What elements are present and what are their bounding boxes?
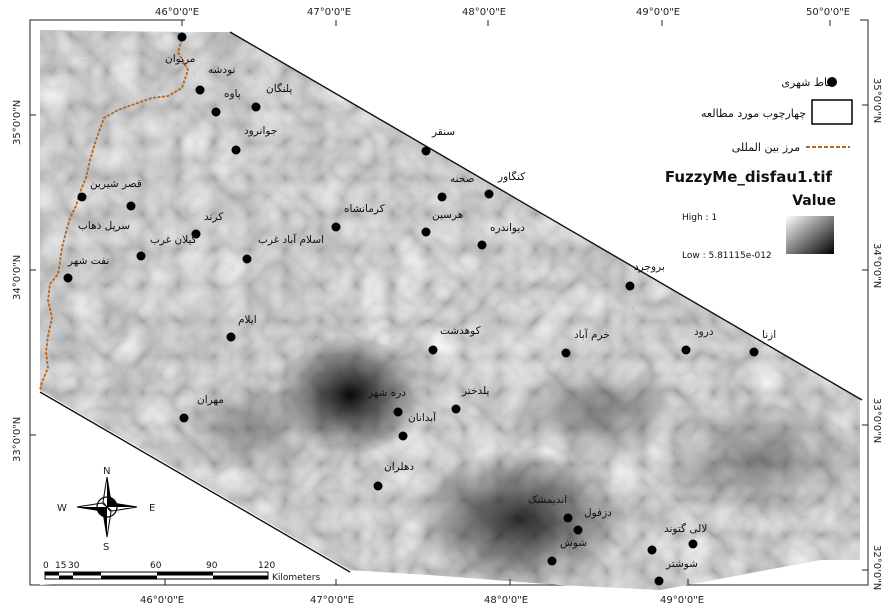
city-label-dorud: درود: [694, 326, 714, 338]
city-label-naft-shahr: نفت شهر: [67, 255, 109, 267]
city-label-azna: ازنا: [762, 329, 776, 341]
city-label-palangan: پلنگان: [266, 82, 292, 95]
city-label-ilam: ایلام: [238, 314, 257, 326]
city-label-abdanan: آبدانان: [408, 411, 437, 424]
legend-low-label: Low : 5.81115e-012: [682, 251, 772, 261]
scale-bar: 0 15 30 60 90 120 Kilometers: [43, 561, 320, 583]
city-label-sarpol-zahab: سرپل ذهاب: [78, 220, 130, 232]
north-label: N: [103, 466, 110, 477]
study-frame-sw-edge: [39, 391, 351, 573]
city-label-divandarreh: دیواندره: [490, 222, 525, 234]
city-labels: مریوان نودشه پاوه پلنگان جوانرود قصر شیر…: [67, 53, 776, 570]
scale-tick-120: 120: [258, 561, 275, 571]
city-label-kangavar: کنگاور: [497, 170, 525, 183]
legend-raster-title: FuzzyMe_disfau1.tif: [665, 168, 833, 186]
scale-tick-30: 30: [68, 561, 80, 571]
lon-label-bottom-49: 49°0'0"E: [660, 595, 704, 606]
city-label-borujerd: بروجرد: [634, 261, 665, 273]
lat-label-left-35: 35°0'0"N: [12, 100, 23, 145]
scale-tick-60: 60: [150, 561, 162, 571]
scale-tick-15: 15: [55, 561, 66, 571]
city-label-qasr-shirin: قصر شیرین: [90, 178, 142, 190]
city-label-nowsud: نودشه: [208, 64, 235, 76]
scale-tick-90: 90: [206, 561, 218, 571]
dark-zone-andimeshk: [410, 450, 630, 590]
outside-area-sw: [40, 392, 350, 585]
dark-zone-ilam: [170, 380, 330, 480]
city-label-harsin: هرسین: [432, 209, 463, 221]
graticule-ticks: [30, 20, 868, 585]
legend-points-label: نقاط شهری: [781, 76, 836, 89]
north-arrow: N S W E: [57, 466, 155, 553]
city-label-andimeshk: اندیمشک: [528, 494, 567, 506]
outside-area-top: [185, 0, 860, 32]
legend-point-symbol: [827, 77, 837, 87]
city-label-sonqor: سنقر: [431, 126, 455, 138]
lon-label-bottom-48: 48°0'0"E: [484, 595, 528, 606]
legend-frame-label: چهارچوب مورد مطالعه: [701, 107, 806, 120]
city-label-mehran: مهران: [197, 394, 224, 406]
city-label-shush: شوش: [560, 537, 587, 549]
lat-label-right-32: 32°0'0"N: [871, 545, 882, 590]
city-label-paveh: پاوه: [224, 88, 241, 100]
city-label-khorramabad: خرم آباد: [574, 328, 610, 341]
city-label-javanrud: جوانرود: [244, 125, 277, 137]
city-label-lali-gotvand: لالی گتوند: [664, 522, 707, 535]
city-label-kermanshah: کرمانشاه: [344, 203, 385, 215]
legend: نقاط شهری چهارچوب مورد مطالعه مرز بین ال…: [665, 76, 853, 261]
city-label-darreh-shahr: دره شهر: [367, 387, 406, 399]
lat-label-right-35: 35°0'0"N: [871, 78, 882, 123]
east-label: E: [149, 503, 155, 514]
city-label-gilan-gharb: گیلان غرب: [150, 233, 197, 246]
city-label-kerend: کرند: [204, 211, 223, 223]
lon-label-top-50: 50°0'0"E: [806, 7, 850, 18]
lat-label-left-33: 33°0'0"N: [12, 417, 23, 462]
south-label: S: [103, 542, 109, 553]
lon-label-top-49: 49°0'0"E: [636, 7, 680, 18]
scale-tick-0: 0: [43, 561, 49, 571]
lat-label-right-33: 33°0'0"N: [871, 398, 882, 443]
city-label-shushtar: شوشتر: [665, 558, 698, 570]
legend-high-label: High : 1: [682, 213, 717, 223]
city-label-dehloran: دهلران: [384, 461, 414, 473]
legend-gradient-ramp: [786, 216, 834, 254]
city-points: [63, 32, 759, 586]
city-label-sahneh: صحنه: [450, 173, 475, 185]
city-label-eslamabad-gharb: اسلام آباد غرب: [258, 233, 324, 246]
lon-label-top-47: 47°0'0"E: [307, 7, 351, 18]
city-label-poldokhtar: پلدختر: [461, 385, 489, 397]
dark-zone-khorramabad: [510, 360, 690, 460]
scale-units: Kilometers: [272, 573, 320, 583]
legend-frame-symbol: [811, 99, 853, 125]
dark-zone-southeast: [650, 400, 860, 520]
city-label-dezful: دزفول: [584, 507, 612, 519]
study-frame-ne-edge: [229, 31, 863, 401]
lon-label-bottom-46: 46°0'0"E: [140, 595, 184, 606]
west-label: W: [57, 503, 67, 514]
lon-label-bottom-47: 47°0'0"E: [310, 595, 354, 606]
legend-border-label: مرز بین المللی: [732, 141, 800, 154]
lon-label-top-46: 46°0'0"E: [155, 7, 199, 18]
lat-label-right-34: 34°0'0"N: [871, 243, 882, 288]
lon-label-top-48: 48°0'0"E: [462, 7, 506, 18]
lat-label-left-34: 34°0'0"N: [12, 255, 23, 300]
city-label-marivan: مریوان: [165, 53, 195, 65]
legend-value-label: Value: [792, 193, 836, 209]
city-label-kuhdasht: کوهدشت: [440, 325, 481, 337]
international-border: [39, 34, 189, 391]
